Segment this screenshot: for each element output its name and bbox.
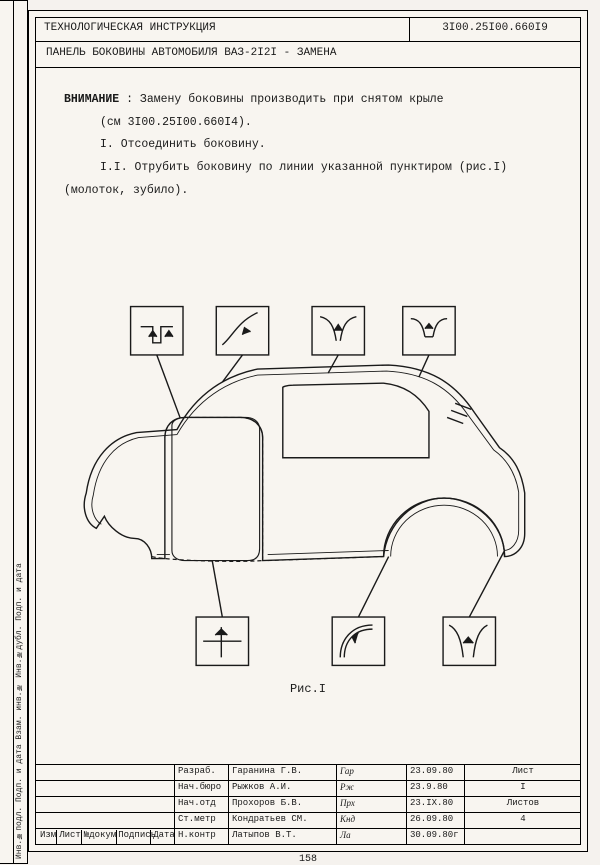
tb-role-4: Н.контр — [175, 829, 229, 845]
doc-number: 3I00.25I00.660I9 — [410, 18, 580, 41]
tb-name-1: Рыжков А.И. — [229, 781, 337, 796]
tb-role-3: Ст.метр — [175, 813, 229, 828]
step-1-1: I.I. Отрубить боковину по линии указанно… — [100, 161, 507, 174]
detail-box-3 — [312, 307, 364, 355]
tb-role-0: Разраб. — [175, 765, 229, 780]
tb-h-list: Лист — [57, 830, 82, 844]
figure-caption: Рис.I — [36, 682, 580, 696]
tb-role-2: Нач.отд — [175, 797, 229, 812]
tb-sig-3: Кнд — [337, 813, 407, 828]
tb-sig-4: Ла — [337, 829, 407, 845]
detail-box-1 — [131, 307, 183, 355]
title-block: Разраб. Гаранина Г.В. Гар 23.09.80 Лист … — [35, 764, 581, 845]
doc-title: ПАНЕЛЬ БОКОВИНЫ АВТОМОБИЛЯ ВАЗ-2I2I - ЗА… — [36, 42, 580, 68]
doc-type: ТЕХНОЛОГИЧЕСКАЯ ИНСТРУКЦИЯ — [36, 18, 410, 41]
tb-h-date: Дата — [151, 830, 175, 844]
detail-box-6 — [332, 617, 384, 665]
side-stamp-col-2 — [0, 0, 14, 864]
tb-date-3: 26.09.80 — [407, 813, 465, 828]
tb-date-4: 30.09.80г — [407, 829, 465, 845]
body-text: ВНИМАНИЕ : Замену боковины производить п… — [36, 68, 580, 213]
tb-sheet-value-bot: 4 — [465, 813, 581, 828]
detail-box-4 — [403, 307, 455, 355]
step-1: I. Отсоединить боковину. — [100, 138, 266, 151]
tb-sheet-label-bot: Листов — [465, 797, 581, 812]
tb-sig-0: Гар — [337, 765, 407, 780]
tb-sig-2: Прх — [337, 797, 407, 812]
tb-name-3: Кондратьев СМ. — [229, 813, 337, 828]
tb-name-4: Латыпов В.Т. — [229, 829, 337, 845]
attention-text: : Замену боковины производить при снятом… — [126, 93, 443, 106]
tb-date-2: 23.IX.80 — [407, 797, 465, 812]
inner-frame: ТЕХНОЛОГИЧЕСКАЯ ИНСТРУКЦИЯ 3I00.25I00.66… — [35, 17, 581, 845]
tb-h-ndoc: №докум — [82, 830, 117, 844]
tb-role-1: Нач.бюро — [175, 781, 229, 796]
side-stamp-block: Инв.№подл. Подп. и дата Взам. инв.№ Инв.… — [0, 0, 28, 864]
header-row-1: ТЕХНОЛОГИЧЕСКАЯ ИНСТРУКЦИЯ 3I00.25I00.66… — [36, 18, 580, 42]
car-side-diagram — [56, 293, 560, 683]
detail-box-7 — [443, 617, 495, 665]
tb-name-0: Гаранина Г.В. — [229, 765, 337, 780]
tb-name-2: Прохоров Б.В. — [229, 797, 337, 812]
detail-box-2 — [216, 307, 268, 355]
tb-date-1: 23.9.80 — [407, 781, 465, 796]
tb-sheet-label-top: Лист — [465, 765, 581, 780]
attention-ref: (см 3I00.25I00.660I4). — [100, 116, 252, 129]
attention-label: ВНИМАНИЕ — [64, 93, 119, 106]
figure-1 — [56, 293, 560, 683]
page-number: 158 — [299, 854, 317, 865]
side-stamp-col-1: Инв.№подл. Подп. и дата Взам. инв.№ Инв.… — [14, 0, 28, 864]
tb-h-sign: Подпись — [117, 830, 151, 844]
page-frame: ТЕХНОЛОГИЧЕСКАЯ ИНСТРУКЦИЯ 3I00.25I00.66… — [28, 10, 588, 852]
tb-sig-1: Рж — [337, 781, 407, 796]
detail-box-5 — [196, 617, 248, 665]
tb-h-izm: Изм — [38, 830, 57, 844]
step-1-1b: (молоток, зубило). — [64, 184, 188, 197]
tb-sheet-value-top: I — [465, 781, 581, 796]
tb-date-0: 23.09.80 — [407, 765, 465, 780]
